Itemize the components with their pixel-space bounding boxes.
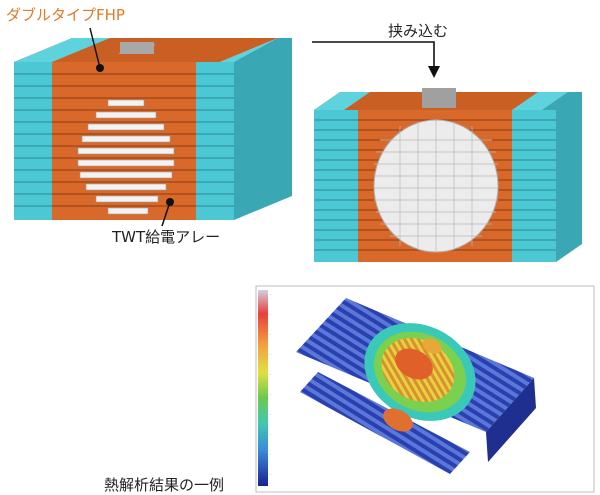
svg-text:·: · — [270, 392, 271, 397]
assembled-module — [314, 88, 582, 262]
color-scale-bar — [258, 290, 268, 486]
svg-text:·: · — [270, 292, 271, 297]
svg-text:·: · — [270, 332, 271, 337]
svg-text:·: · — [270, 372, 271, 377]
svg-text:·: · — [270, 412, 271, 417]
svg-text:·: · — [270, 312, 271, 317]
insert-label: 挟み込む — [388, 22, 449, 40]
twt-block-array — [77, 99, 175, 215]
svg-text:·: · — [270, 352, 271, 357]
svg-text:·: · — [270, 472, 271, 477]
svg-text:·: · — [270, 452, 271, 457]
insert-arrow — [312, 41, 440, 78]
twt-array-label: TWT給電アレー — [112, 228, 221, 246]
svg-text:·: · — [270, 432, 271, 437]
double-fhp-label: ダブルタイプFHP — [6, 6, 125, 24]
thermal-analysis-figure: · · · · · · · · · · — [255, 285, 595, 493]
double-fhp-assembly — [14, 27, 292, 227]
thermal-example-label: 熱解析結果の一例 — [104, 476, 225, 494]
